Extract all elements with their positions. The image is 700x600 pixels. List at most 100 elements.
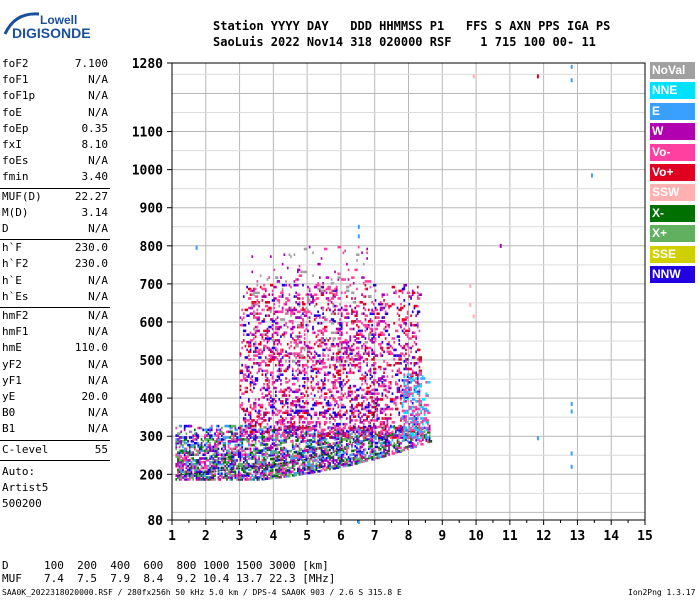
echo-pixel: [406, 447, 409, 451]
echo-pixel: [406, 432, 409, 435]
echo-pixel: [303, 472, 306, 475]
echo-pixel: [249, 468, 252, 472]
echo-pixel: [339, 438, 341, 442]
echo-pixel: [361, 396, 363, 399]
echo-pixel: [264, 369, 269, 373]
echo-pixel: [244, 356, 248, 359]
echo-pixel: [312, 327, 314, 331]
echo-pixel: [244, 453, 247, 456]
param-value: N/A: [88, 89, 108, 103]
echo-pixel: [374, 308, 379, 312]
echo-pixel: [248, 438, 250, 441]
param-row: MUF(D) 22.27: [2, 190, 108, 204]
echo-pixel: [254, 457, 257, 460]
echo-pixel: [361, 456, 363, 460]
echo-pixel: [281, 434, 286, 437]
echo-pixel: [281, 356, 284, 359]
echo-pixel: [288, 426, 291, 430]
echo-pixel: [334, 400, 338, 403]
echo-pixel: [305, 377, 308, 380]
echo-pixel: [401, 430, 404, 434]
echo-pixel: [283, 369, 287, 373]
echo-pixel: [209, 428, 211, 432]
echo-pixel: [359, 331, 362, 335]
echo-pixel: [329, 348, 331, 352]
echo-pixel: [381, 348, 384, 352]
echo-pixel: [411, 371, 414, 375]
echo-pixel: [293, 473, 296, 477]
echo-pixel: [415, 432, 417, 435]
echo-pixel: [339, 341, 343, 344]
echo-pixel: [329, 432, 331, 435]
echo-pixel: [276, 342, 279, 346]
echo-pixel: [297, 437, 299, 440]
echo-pixel: [305, 449, 308, 452]
echo-pixel: [381, 426, 385, 430]
echo-pixel: [278, 367, 281, 371]
legend-item: Vo+: [650, 164, 695, 181]
echo-pixel: [190, 470, 193, 474]
echo-pixel: [389, 424, 392, 428]
echo-pixel: [371, 429, 373, 432]
echo-pixel: [335, 464, 338, 467]
echo-pixel: [376, 392, 380, 395]
echo-pixel: [357, 429, 362, 432]
echo-pixel: [415, 377, 417, 380]
echo-pixel: [418, 365, 421, 369]
echo-pixel: [259, 436, 262, 439]
echo-pixel: [357, 341, 362, 344]
echo-pixel: [410, 436, 414, 440]
echo-pixel: [229, 436, 232, 439]
echo-pixel: [177, 440, 179, 443]
echo-pixel: [221, 462, 223, 466]
echo-pixel: [209, 441, 211, 445]
echo-pixel: [317, 382, 319, 386]
echo-pixel: [249, 453, 252, 456]
echo-pixel: [334, 413, 338, 416]
echo-pixel: [386, 350, 390, 354]
echo-pixel: [276, 459, 279, 462]
echo-pixel: [215, 438, 220, 441]
echo-pixel: [215, 424, 218, 428]
echo-pixel: [327, 403, 331, 407]
echo-pixel: [379, 422, 384, 426]
echo-pixel: [177, 470, 181, 474]
echo-pixel: [379, 306, 384, 310]
echo-pixel: [364, 280, 368, 283]
echo-pixel: [214, 459, 216, 462]
echo-pixel: [322, 434, 326, 438]
echo-pixel: [361, 451, 363, 454]
echo-pixel: [381, 441, 385, 445]
echo-pixel: [423, 417, 428, 420]
echo-pixel: [271, 358, 276, 361]
echo-pixel: [335, 365, 338, 369]
echo-pixel: [280, 318, 284, 321]
echo-pixel: [354, 358, 358, 361]
echo-pixel: [362, 448, 365, 452]
echo-pixel: [416, 415, 419, 418]
echo-pixel: [427, 440, 431, 444]
echo-pixel: [319, 386, 321, 390]
echo-pixel: [207, 464, 210, 468]
x-tick-label: 15: [637, 529, 653, 544]
echo-pixel: [393, 358, 395, 361]
echo-pixel: [411, 419, 414, 422]
echo-pixel: [185, 472, 189, 475]
echo-pixel: [253, 344, 255, 348]
echo-pixel: [371, 329, 373, 333]
echo-pixel: [411, 323, 414, 327]
echo-pixel: [374, 289, 377, 293]
echo-pixel: [246, 426, 248, 430]
echo-pixel: [200, 441, 203, 445]
footer-file-info: SAA0K_2022318020000.RSF / 280fx256h 50 k…: [2, 588, 402, 597]
echo-pixel: [177, 441, 181, 445]
echo-pixel: [204, 443, 206, 447]
echo-pixel: [236, 459, 238, 462]
echo-pixel: [241, 434, 245, 437]
echo-pixel: [406, 291, 411, 295]
echo-pixel: [261, 386, 264, 390]
echo-pixel: [381, 341, 384, 344]
echo-pixel: [180, 472, 183, 475]
echo-pixel: [271, 289, 274, 293]
